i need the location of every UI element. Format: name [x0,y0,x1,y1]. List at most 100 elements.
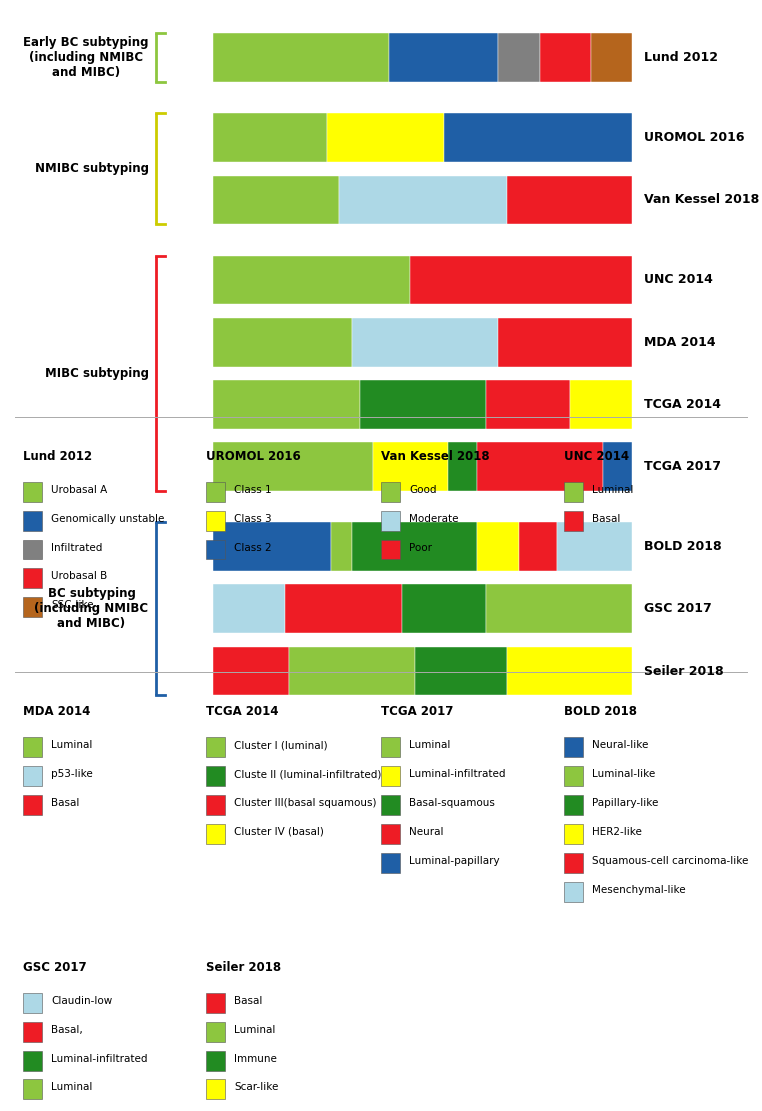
Bar [206,540,225,560]
Bar [23,767,42,787]
Bar [507,176,632,224]
Bar [498,33,540,82]
Bar [381,738,400,758]
Bar [443,113,632,162]
Text: GSC 2017: GSC 2017 [23,961,86,974]
Bar [23,738,42,758]
Bar [498,318,632,367]
Bar [289,647,415,695]
Text: Cluster I (luminal): Cluster I (luminal) [234,740,328,750]
Text: Luminal-like: Luminal-like [592,769,655,779]
Bar [213,522,331,571]
Text: MIBC subtyping: MIBC subtyping [45,367,149,380]
Text: Neural: Neural [409,827,443,837]
Bar [23,569,42,589]
Text: HER2-like: HER2-like [592,827,642,837]
Bar [213,33,389,82]
Bar [389,33,498,82]
Bar [477,442,603,491]
Text: Squamous-cell carcinoma-like: Squamous-cell carcinoma-like [592,855,748,865]
Bar [564,767,583,787]
Bar [352,522,477,571]
Bar [381,795,400,815]
Bar [213,256,410,304]
Text: Genomically unstable: Genomically unstable [51,513,165,523]
Bar [23,993,42,1013]
Bar [415,647,507,695]
Bar [206,1080,225,1100]
Text: UROMOL 2016: UROMOL 2016 [644,131,744,144]
Bar [285,584,402,633]
Bar [23,795,42,815]
Bar [360,380,486,429]
Text: Basal,: Basal, [51,1024,83,1034]
Text: Cluster III(basal squamous): Cluster III(basal squamous) [234,798,376,808]
Text: Luminal: Luminal [51,740,92,750]
Text: Neural-like: Neural-like [592,740,648,750]
Text: p53-like: p53-like [51,769,93,779]
Text: Cluster IV (basal): Cluster IV (basal) [234,827,324,837]
Text: UNC 2014: UNC 2014 [644,273,712,287]
Bar [381,853,400,873]
Text: Seiler 2018: Seiler 2018 [644,664,723,678]
Text: Papillary-like: Papillary-like [592,798,658,808]
Bar [213,318,352,367]
Text: Seiler 2018: Seiler 2018 [206,961,281,974]
Bar [564,795,583,815]
Text: Van Kessel 2018: Van Kessel 2018 [644,193,759,207]
Text: Basal: Basal [51,798,79,808]
Text: Class 3: Class 3 [234,513,271,523]
Bar [339,176,507,224]
Text: Basal: Basal [592,513,620,523]
Text: Good: Good [409,484,437,494]
Bar [23,1080,42,1100]
Bar [213,380,360,429]
Bar [603,442,632,491]
Text: Luminal: Luminal [234,1024,275,1034]
Bar [564,482,583,502]
Text: Lund 2012: Lund 2012 [644,51,718,64]
Text: Luminal: Luminal [409,740,450,750]
Bar [206,767,225,787]
Bar [448,442,477,491]
Bar [213,442,373,491]
Text: Class 1: Class 1 [234,484,271,494]
Text: UNC 2014: UNC 2014 [564,450,629,463]
Bar [410,256,632,304]
Text: TCGA 2017: TCGA 2017 [381,705,453,719]
Bar [23,598,42,618]
Bar [381,511,400,531]
Bar [477,522,520,571]
Text: BOLD 2018: BOLD 2018 [644,540,722,553]
Text: MDA 2014: MDA 2014 [644,336,716,349]
Text: NMIBC subtyping: NMIBC subtyping [34,162,149,176]
Text: Poor: Poor [409,542,432,552]
Bar [213,647,289,695]
Text: Claudin-low: Claudin-low [51,995,112,1005]
Bar [564,738,583,758]
Text: Early BC subtyping
(including NMIBC
and MIBC): Early BC subtyping (including NMIBC and … [23,37,149,79]
Bar [206,482,225,502]
Text: Van Kessel 2018: Van Kessel 2018 [381,450,490,463]
Bar [381,767,400,787]
Text: Luminal-papillary: Luminal-papillary [409,855,500,865]
Text: Scar-like: Scar-like [234,1082,278,1092]
Bar [331,522,352,571]
Bar [381,540,400,560]
Bar [326,113,443,162]
Bar [540,33,591,82]
Bar [486,584,632,633]
Bar [206,993,225,1013]
Bar [591,33,632,82]
Bar [206,1051,225,1071]
Bar [213,584,285,633]
Text: Lund 2012: Lund 2012 [23,450,92,463]
Text: SSC-like: SSC-like [51,600,94,610]
Text: TCGA 2017: TCGA 2017 [644,460,721,473]
Bar [23,511,42,531]
Bar [486,380,570,429]
Bar [206,1022,225,1042]
Text: MDA 2014: MDA 2014 [23,705,90,719]
Text: BOLD 2018: BOLD 2018 [564,705,637,719]
Text: Urobasal B: Urobasal B [51,571,107,581]
